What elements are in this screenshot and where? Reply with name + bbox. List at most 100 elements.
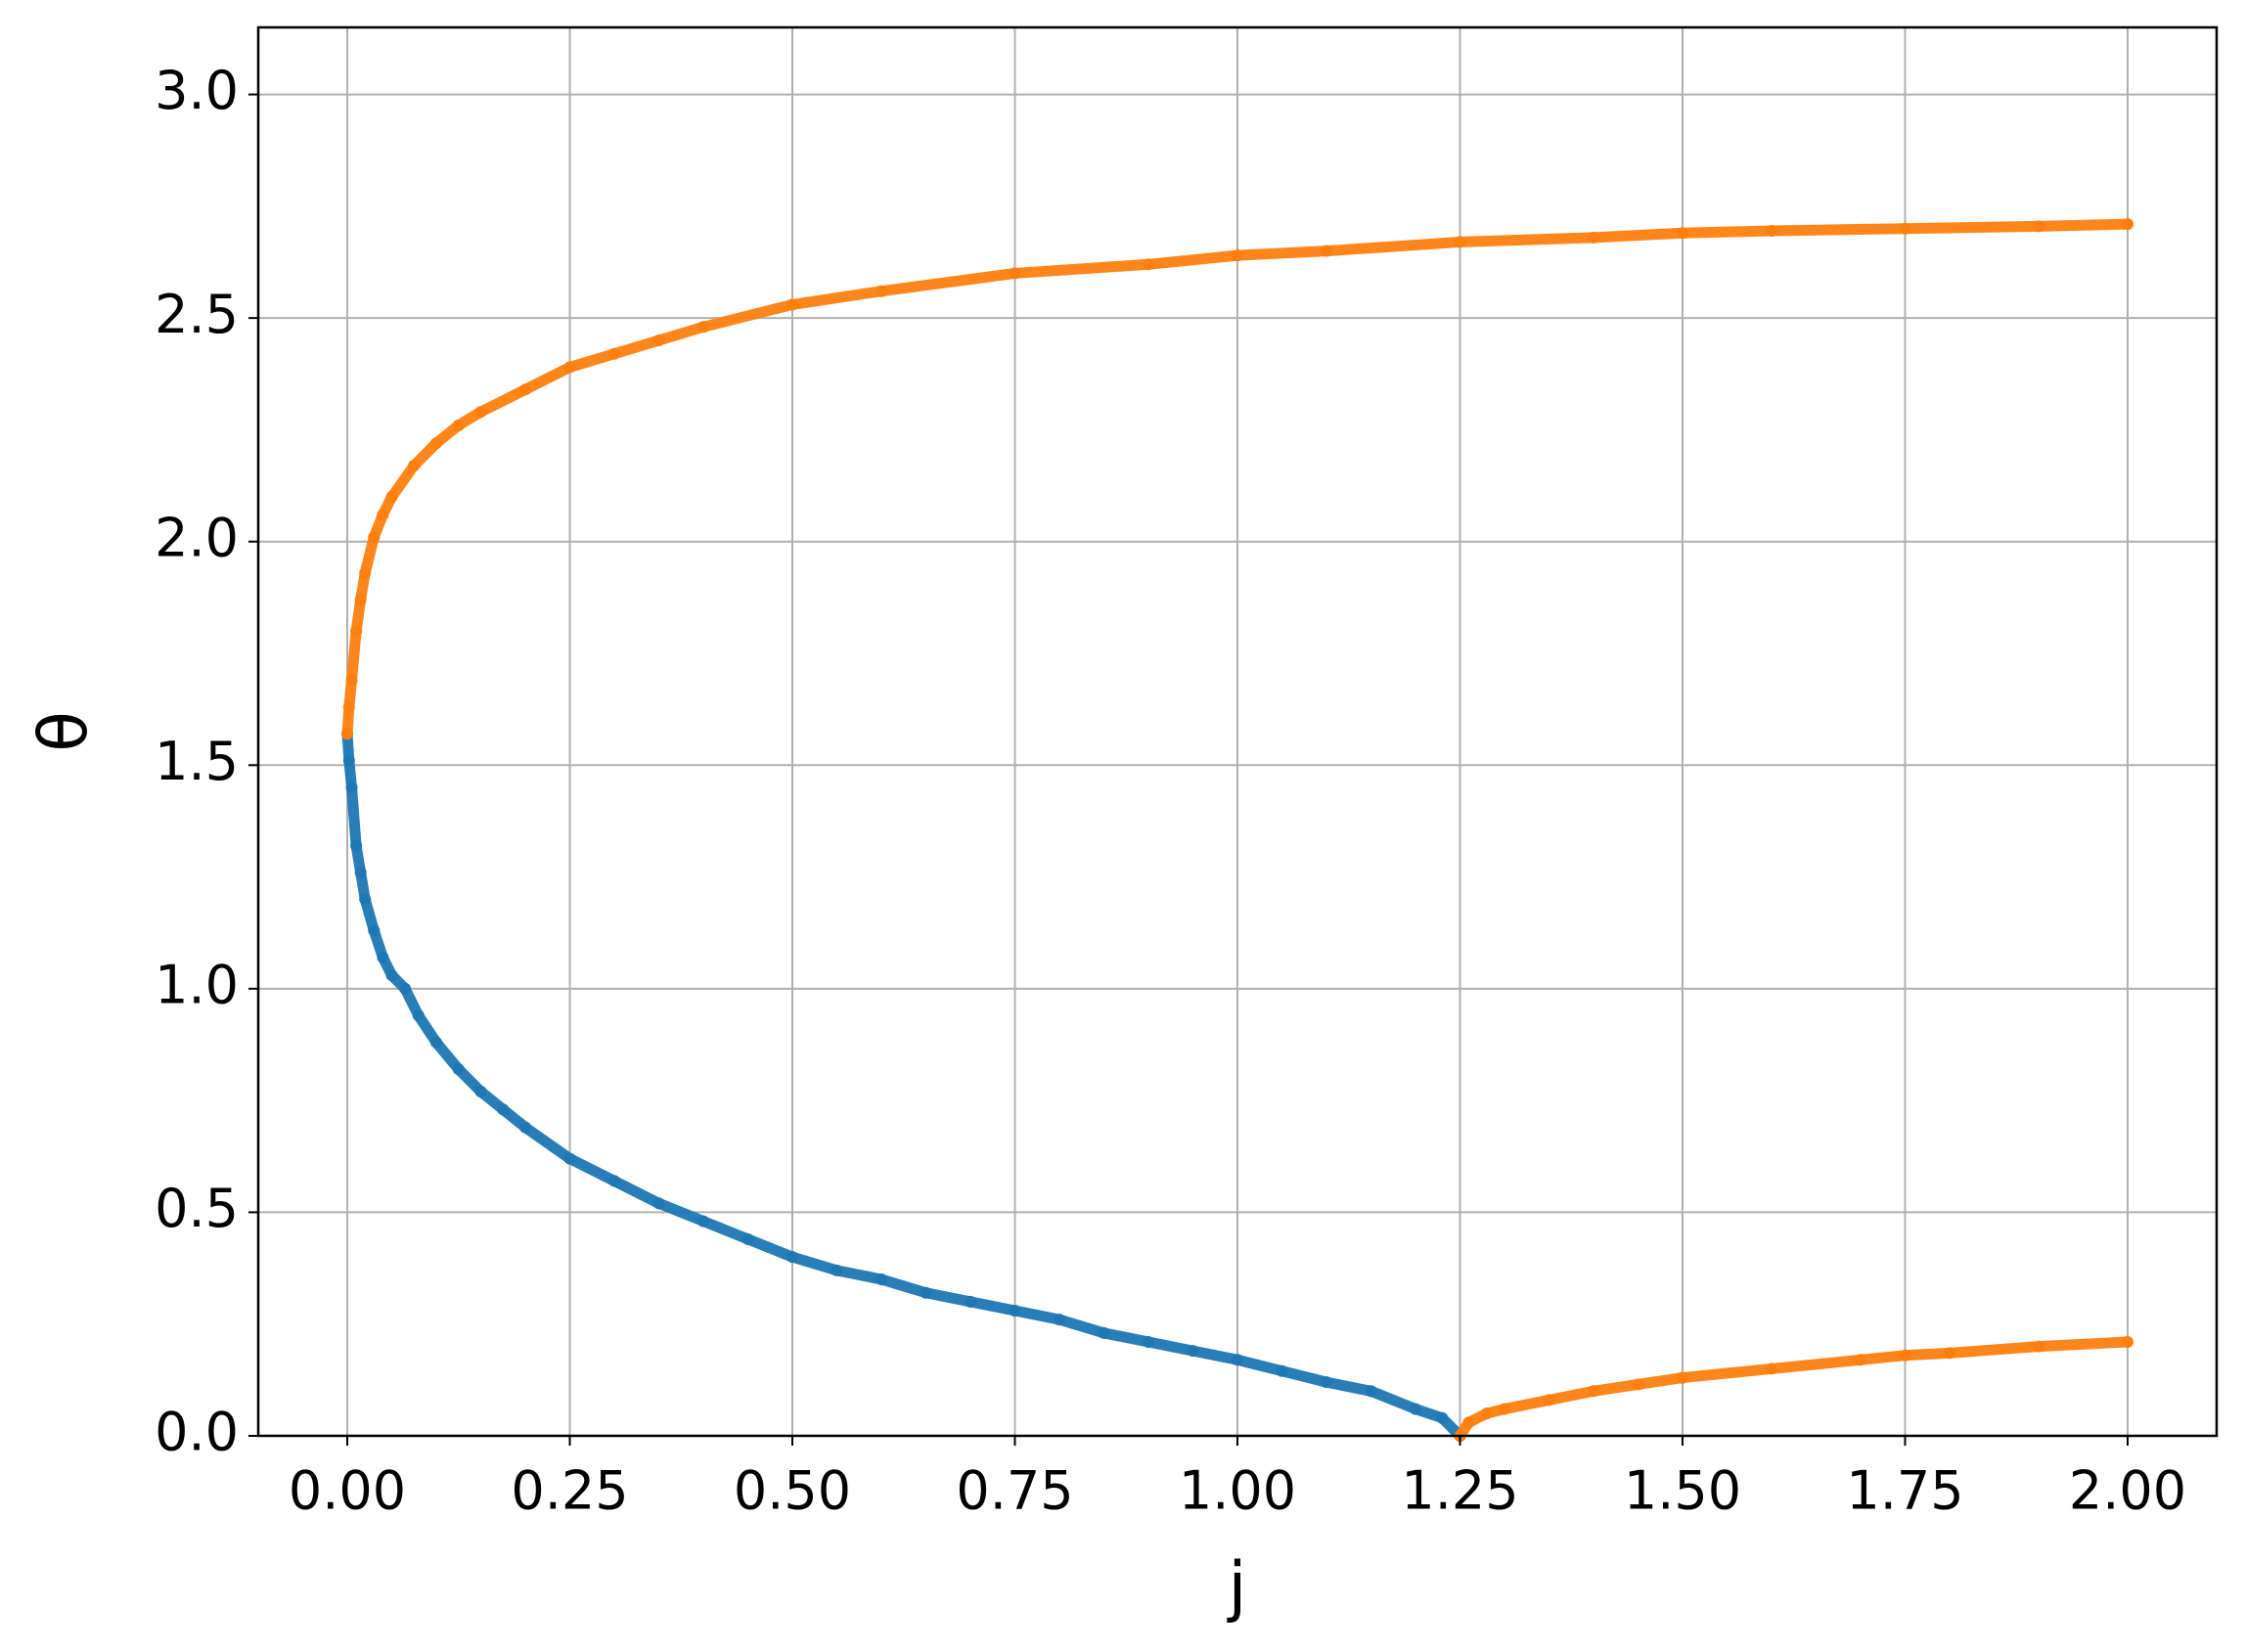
scatter-point (1232, 249, 1243, 262)
scatter-point (1899, 222, 1911, 235)
scatter-point (1054, 1314, 1065, 1326)
scatter-point (2122, 218, 2133, 231)
scatter-point (965, 1295, 976, 1308)
scatter-point (452, 1063, 465, 1076)
scatter-point (563, 361, 576, 374)
scatter-point (1632, 1378, 1644, 1391)
scatter-point (1543, 1394, 1555, 1406)
scatter-point (1454, 236, 1466, 248)
plot-area (341, 218, 2133, 1442)
x-tick-label: 1.25 (1401, 1460, 1518, 1522)
x-tick-label: 1.75 (1846, 1460, 1963, 1522)
scatter-point (430, 437, 442, 450)
scatter-point (359, 893, 372, 906)
y-tick-label: 1.0 (155, 954, 239, 1015)
scatter-point (741, 1232, 754, 1245)
scatter-point (350, 625, 363, 638)
x-tick-label: 1.00 (1179, 1460, 1296, 1522)
y-tick-label: 2.5 (155, 284, 239, 345)
scatter-point (1855, 1354, 1866, 1366)
scatter-point (2122, 1336, 2133, 1348)
scatter-point (1143, 258, 1154, 271)
y-tick-label: 1.5 (155, 731, 239, 792)
ticks: 0.00 0.25 0.50 0.75 1.00 1.25 1.50 1.75 2.00 0.0 0… (155, 60, 2186, 1521)
scatter-point (452, 419, 465, 431)
x-tick-label: 2.00 (2069, 1460, 2186, 1522)
scatter-point (359, 566, 372, 579)
scatter-point (1766, 225, 1777, 237)
scatter-point (412, 1009, 425, 1022)
scatter-point (1677, 227, 1688, 240)
scatter-point (876, 1273, 887, 1285)
scatter-point (519, 383, 531, 396)
scatter-point (652, 1197, 665, 1210)
y-axis-label: θ (25, 711, 103, 752)
grid (258, 27, 2217, 1437)
y-tick-label: 0.5 (155, 1178, 239, 1239)
scatter-point (345, 781, 358, 794)
y-tick-label: 3.0 (155, 60, 239, 121)
scatter-point (1187, 1345, 1199, 1358)
scatter-point (831, 1264, 843, 1276)
scatter-point (519, 1121, 531, 1134)
scatter-point (608, 347, 620, 360)
scatter-point (1098, 1326, 1110, 1339)
scatter-point (399, 982, 412, 995)
scatter-point (2033, 220, 2044, 233)
scatter-point (608, 1175, 620, 1187)
scatter-point (1436, 1411, 1449, 1424)
scatter-point (652, 335, 665, 346)
x-tick-label: 0.25 (511, 1460, 628, 1522)
scatter-point (920, 1286, 932, 1299)
scatter-point (350, 839, 363, 852)
scatter-point (408, 460, 421, 471)
x-axis-label: j (1227, 1548, 1247, 1626)
scatter-point (1321, 245, 1332, 257)
scatter-point (1944, 1347, 1955, 1360)
scatter-point (474, 406, 487, 419)
scatter-point (1480, 1407, 1493, 1420)
scatter-point (1766, 1362, 1777, 1375)
scatter-point (1321, 1376, 1332, 1389)
scatter-point (786, 1251, 798, 1264)
scatter-point (377, 509, 389, 521)
scatter-point (1677, 1371, 1688, 1384)
scatter-point (1009, 267, 1021, 280)
scatter-point (377, 951, 389, 963)
scatter-point (430, 1036, 442, 1049)
scatter-point (341, 728, 353, 740)
scatter-point (1232, 1354, 1243, 1366)
scatter-point (474, 1086, 487, 1097)
scatter-point (342, 754, 355, 767)
scatter-point (2033, 1340, 2044, 1353)
scatter-point (1588, 1385, 1599, 1398)
scatter-point (1276, 1364, 1288, 1377)
y-tick-label: 2.0 (155, 507, 239, 568)
x-tick-label: 1.50 (1624, 1460, 1741, 1522)
scatter-point (368, 531, 381, 544)
scatter-point (1462, 1416, 1475, 1429)
scatter-point (697, 1215, 709, 1228)
scatter-point (876, 285, 887, 297)
scatter-point (497, 1103, 510, 1116)
scatter-point (368, 924, 381, 937)
scatter-point (385, 491, 398, 503)
scatter-point (697, 321, 709, 334)
scatter-point (563, 1152, 576, 1165)
y-tick-label: 0.0 (155, 1402, 239, 1463)
scatter-point (342, 700, 355, 713)
scatter-point (1009, 1305, 1021, 1317)
scatter-point (385, 969, 398, 982)
scatter-point (786, 298, 798, 311)
x-tick-label: 0.00 (289, 1460, 406, 1522)
scatter-point (1499, 1403, 1510, 1415)
scatter-point (354, 867, 367, 878)
x-tick-label: 0.50 (734, 1460, 851, 1522)
scatter-point (1143, 1336, 1154, 1348)
scatter-point (1365, 1385, 1377, 1398)
scatter-point (1588, 231, 1599, 244)
x-tick-label: 0.75 (956, 1460, 1073, 1522)
